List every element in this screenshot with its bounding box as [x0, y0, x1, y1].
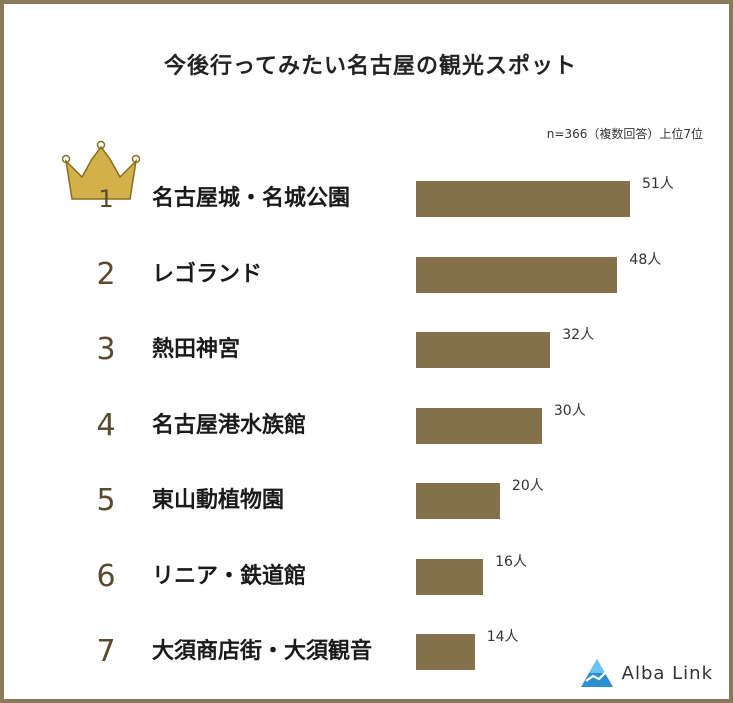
- category-label: 名古屋城・名城公園: [152, 186, 351, 211]
- bar-row: 5 東山動植物園 20人: [4, 478, 733, 521]
- value-label: 48人: [629, 251, 662, 268]
- category-label: 名古屋港水族館: [152, 412, 307, 438]
- bar: [416, 181, 630, 217]
- rank-number: 7: [96, 634, 116, 669]
- alba-link-logo: Alba Link: [580, 657, 713, 689]
- bar: [416, 483, 500, 519]
- bar-row: 1 名古屋城・名城公園 51人: [4, 140, 733, 219]
- bar-row: 2 レゴランド 48人: [4, 252, 733, 295]
- rank-number: 6: [96, 558, 116, 594]
- rank-number: 5: [96, 483, 116, 518]
- bar-row: 4 名古屋港水族館 30人: [4, 403, 733, 446]
- category-label: 東山動植物園: [152, 488, 285, 513]
- value-label: 14人: [486, 629, 519, 645]
- value-label: 51人: [642, 176, 674, 192]
- crown-icon: [62, 140, 140, 200]
- bar: [416, 634, 475, 670]
- value-label: 32人: [562, 327, 595, 343]
- category-label: リニア・鉄道館: [152, 563, 307, 589]
- bar-row: 3 熱田神宮 32人: [4, 327, 733, 370]
- bar: [416, 256, 618, 293]
- sample-note: n=366（複数回答）上位7位: [546, 127, 703, 141]
- rank-number: 2: [96, 256, 116, 292]
- category-label: 大須商店街・大須観音: [152, 639, 373, 664]
- bar: [416, 407, 542, 444]
- bar-row: 6 リニア・鉄道館 16人: [4, 554, 733, 597]
- category-label: レゴランド: [152, 261, 263, 287]
- value-label: 30人: [553, 402, 586, 419]
- value-label: 16人: [495, 553, 527, 570]
- category-label: 熱田神宮: [152, 337, 241, 362]
- alba-link-logo-icon: [580, 659, 613, 687]
- rank-number: 4: [96, 407, 116, 443]
- rank-number: 1: [98, 185, 114, 213]
- rank-number: 3: [96, 332, 116, 367]
- value-label: 20人: [511, 478, 544, 494]
- chart-title: 今後行ってみたい名古屋の観光スポット: [164, 54, 577, 79]
- logo-text: Alba Link: [621, 662, 713, 684]
- bar: [416, 558, 484, 595]
- bar: [416, 332, 551, 368]
- bar-row: 7 大須商店街・大須観音 14人: [4, 629, 733, 672]
